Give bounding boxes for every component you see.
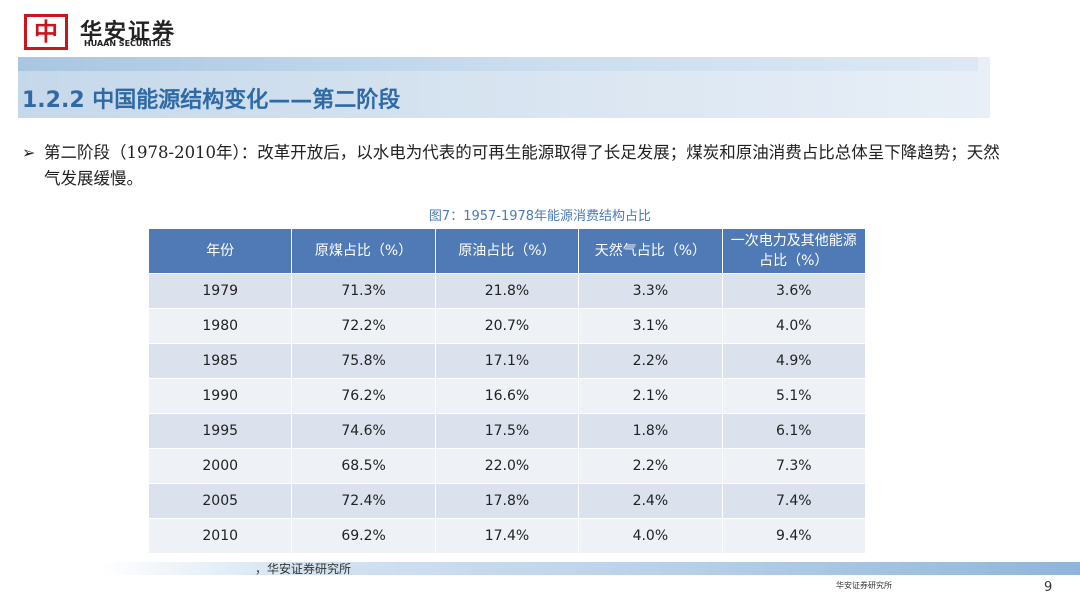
table-cell: 16.6% — [434, 378, 580, 414]
logo-text: 华安证券 — [80, 20, 177, 45]
data-table: 年份 原煤占比（%） 原油占比（%） 天然气占比（%） 一次电力及其他能源占比（%） 19… — [147, 228, 867, 554]
table-cell: 3.3% — [578, 273, 723, 309]
table-cell: 2.1% — [578, 378, 723, 414]
table-cell: 68.5% — [291, 448, 436, 484]
table-cell: 5.1% — [721, 378, 867, 414]
column-header: 一次电力及其他能源占比（%） — [721, 228, 867, 274]
table-cell: 9.4% — [721, 518, 867, 554]
column-header: 原煤占比（%） — [291, 228, 436, 274]
table-cell: 17.4% — [434, 518, 580, 554]
table-row: 1980 72.2% 20.7% 3.1% 4.0% — [147, 308, 867, 344]
page-number: 9 — [1044, 580, 1053, 595]
footer-band — [100, 562, 1080, 575]
table-cell: 72.2% — [291, 308, 436, 344]
table-cell: 2.4% — [578, 483, 723, 519]
table-cell: 76.2% — [291, 378, 436, 414]
column-header: 天然气占比（%） — [578, 228, 723, 274]
slide-title: 1.2.2 中国能源结构变化——第二阶段 — [22, 88, 401, 113]
table-cell: 17.1% — [434, 343, 580, 379]
table-row: 1985 75.8% 17.1% 2.2% 4.9% — [147, 343, 867, 379]
table-cell: 17.8% — [434, 483, 580, 519]
table-cell: 4.9% — [721, 343, 867, 379]
table-cell: 17.5% — [434, 413, 580, 449]
table-row: 1979 71.3% 21.8% 3.3% 3.6% — [147, 273, 867, 309]
table-cell: 6.1% — [721, 413, 867, 449]
table-cell: 2010 — [147, 518, 293, 554]
table-cell: 21.8% — [434, 273, 580, 309]
table-cell: 7.4% — [721, 483, 867, 519]
table-cell: 3.1% — [578, 308, 723, 344]
table-cell: 1990 — [147, 378, 293, 414]
table-cell: 1.8% — [578, 413, 723, 449]
title-band-stripe — [18, 57, 978, 71]
logo-icon: 中 — [24, 14, 68, 50]
footer-org: 华安证券研究所 — [836, 581, 892, 590]
table-cell: 2.2% — [578, 448, 723, 484]
bullet-text: 第二阶段（1978-2010年）：改革开放后，以水电为代表的可再生能源取得了长足… — [44, 143, 1000, 188]
table-cell: 1980 — [147, 308, 293, 344]
bullet-icon: ➢ — [22, 143, 36, 162]
table-cell: 71.3% — [291, 273, 436, 309]
table-cell: 20.7% — [434, 308, 580, 344]
logo-subtext: HUAAN SECURITIES — [84, 39, 172, 48]
table-cell: 75.8% — [291, 343, 436, 379]
table-caption: 图7：1957-1978年能源消费结构占比 — [428, 209, 652, 224]
column-header: 原油占比（%） — [434, 228, 580, 274]
table-cell: 1979 — [147, 273, 293, 309]
table-row: 2005 72.4% 17.8% 2.4% 7.4% — [147, 483, 867, 519]
table-cell: 2000 — [147, 448, 293, 484]
header-row: 年份 原煤占比（%） 原油占比（%） 天然气占比（%） 一次电力及其他能源占比（%） — [147, 228, 867, 274]
table-row: 1995 74.6% 17.5% 1.8% 6.1% — [147, 413, 867, 449]
table-body: 1979 71.3% 21.8% 3.3% 3.6% 1980 72.2% 20.7% 3.1%… — [147, 273, 867, 554]
table-cell: 4.0% — [721, 308, 867, 344]
table-cell: 22.0% — [434, 448, 580, 484]
table-cell: 4.0% — [578, 518, 723, 554]
table-cell: 3.6% — [721, 273, 867, 309]
table-cell: 2005 — [147, 483, 293, 519]
table-cell: 72.4% — [291, 483, 436, 519]
table-cell: 1985 — [147, 343, 293, 379]
table-cell: 7.3% — [721, 448, 867, 484]
table-cell: 2.2% — [578, 343, 723, 379]
table-cell: 74.6% — [291, 413, 436, 449]
table-row: 2010 69.2% 17.4% 4.0% 9.4% — [147, 518, 867, 554]
column-header: 年份 — [147, 228, 293, 274]
source-note: ，华安证券研究所 — [255, 562, 352, 576]
table-row: 1990 76.2% 16.6% 2.1% 5.1% — [147, 378, 867, 414]
table-cell: 69.2% — [291, 518, 436, 554]
table-cell: 1995 — [147, 413, 293, 449]
table-row: 2000 68.5% 22.0% 2.2% 7.3% — [147, 448, 867, 484]
